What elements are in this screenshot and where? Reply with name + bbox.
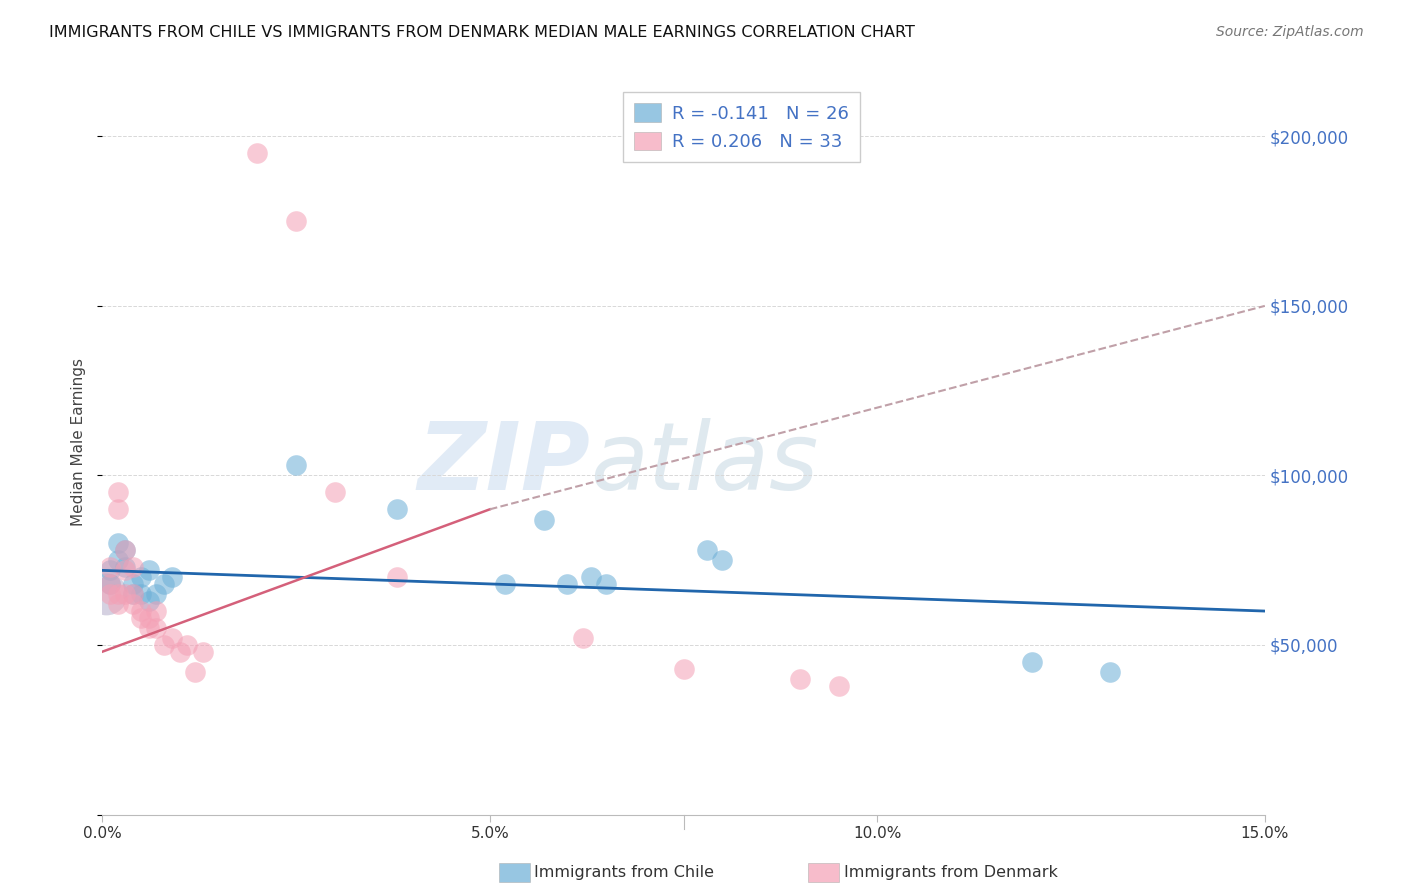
Immigrants from Chile xyxy=(122,577,145,591)
Immigrants from Denmark xyxy=(191,645,214,659)
Y-axis label: Median Male Earnings: Median Male Earnings xyxy=(72,358,86,525)
Immigrants from Denmark xyxy=(107,502,129,516)
Immigrants from Denmark xyxy=(98,577,121,591)
Immigrants from Denmark xyxy=(107,597,129,611)
Immigrants from Denmark xyxy=(129,611,152,625)
Immigrants from Chile xyxy=(696,543,718,558)
Immigrants from Denmark xyxy=(285,214,308,228)
Immigrants from Denmark xyxy=(114,563,136,577)
Immigrants from Denmark xyxy=(98,587,121,601)
Immigrants from Chile xyxy=(138,563,160,577)
Text: Immigrants from Chile: Immigrants from Chile xyxy=(534,865,714,880)
Immigrants from Denmark xyxy=(789,672,811,686)
Immigrants from Chile xyxy=(595,577,617,591)
Immigrants from Chile xyxy=(114,560,136,574)
Immigrants from Denmark xyxy=(107,485,129,500)
Immigrants from Denmark xyxy=(153,638,176,652)
Legend: R = -0.141   N = 26, R = 0.206   N = 33: R = -0.141 N = 26, R = 0.206 N = 33 xyxy=(623,93,860,161)
Immigrants from Chile xyxy=(555,577,578,591)
Immigrants from Denmark xyxy=(176,638,198,652)
Immigrants from Denmark xyxy=(122,597,145,611)
Immigrants from Chile xyxy=(153,577,176,591)
Text: IMMIGRANTS FROM CHILE VS IMMIGRANTS FROM DENMARK MEDIAN MALE EARNINGS CORRELATIO: IMMIGRANTS FROM CHILE VS IMMIGRANTS FROM… xyxy=(49,25,915,40)
Immigrants from Denmark xyxy=(122,560,145,574)
Point xyxy=(94,587,117,601)
Immigrants from Chile xyxy=(533,512,555,526)
Immigrants from Chile xyxy=(138,594,160,608)
Immigrants from Chile xyxy=(711,553,734,567)
Immigrants from Chile xyxy=(1021,655,1043,669)
Immigrants from Chile xyxy=(122,587,145,601)
Immigrants from Chile xyxy=(98,577,121,591)
Text: atlas: atlas xyxy=(591,418,818,509)
Immigrants from Denmark xyxy=(138,621,160,635)
Point xyxy=(94,587,117,601)
Immigrants from Denmark xyxy=(122,587,145,601)
Immigrants from Denmark xyxy=(98,560,121,574)
Immigrants from Denmark xyxy=(184,665,207,679)
Immigrants from Chile xyxy=(98,563,121,577)
Immigrants from Denmark xyxy=(323,485,346,500)
Immigrants from Chile xyxy=(1098,665,1121,679)
Immigrants from Denmark xyxy=(385,570,408,584)
Immigrants from Denmark xyxy=(145,621,167,635)
Immigrants from Chile xyxy=(129,570,152,584)
Immigrants from Denmark xyxy=(114,587,136,601)
Immigrants from Denmark xyxy=(169,645,191,659)
Text: ZIP: ZIP xyxy=(418,417,591,510)
Immigrants from Chile xyxy=(285,458,308,473)
Immigrants from Chile xyxy=(494,577,516,591)
Text: Source: ZipAtlas.com: Source: ZipAtlas.com xyxy=(1216,25,1364,39)
Immigrants from Chile xyxy=(129,587,152,601)
Immigrants from Denmark xyxy=(246,146,269,161)
Immigrants from Chile xyxy=(385,502,408,516)
Immigrants from Denmark xyxy=(827,679,849,693)
Immigrants from Denmark xyxy=(138,611,160,625)
Immigrants from Denmark xyxy=(114,543,136,558)
Immigrants from Denmark xyxy=(571,631,593,645)
Immigrants from Chile xyxy=(114,543,136,558)
Immigrants from Denmark xyxy=(129,604,152,618)
Immigrants from Chile xyxy=(160,570,183,584)
Immigrants from Denmark xyxy=(160,631,183,645)
Immigrants from Denmark xyxy=(107,587,129,601)
Immigrants from Denmark xyxy=(145,604,167,618)
Immigrants from Chile xyxy=(107,553,129,567)
Immigrants from Denmark xyxy=(672,662,695,676)
Immigrants from Chile xyxy=(107,536,129,550)
Immigrants from Chile xyxy=(579,570,602,584)
Immigrants from Chile xyxy=(145,587,167,601)
Text: Immigrants from Denmark: Immigrants from Denmark xyxy=(844,865,1057,880)
